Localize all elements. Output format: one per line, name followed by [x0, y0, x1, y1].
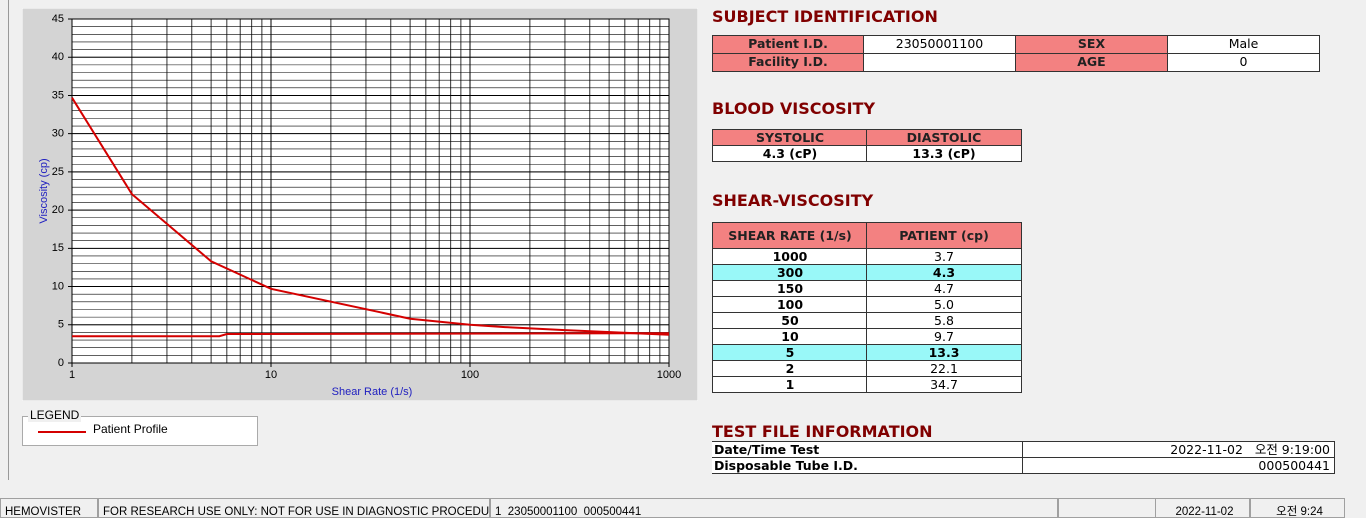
legend-label: Patient Profile: [93, 422, 168, 436]
shear-rate: 5: [712, 344, 868, 361]
field-label: Disposable Tube I.D.: [712, 457, 1023, 474]
y-tick-label: 0: [58, 357, 64, 369]
patient-value: 4.7: [866, 280, 1022, 297]
x-tick-label: 1: [69, 369, 75, 381]
field-label: AGE: [1015, 53, 1168, 72]
patient-value: 3.7: [866, 248, 1022, 265]
legend-swatch: [38, 431, 86, 433]
section-title: SHEAR-VISCOSITY: [712, 191, 874, 210]
shear-rate: 150: [712, 280, 868, 297]
column-header: SYSTOLIC: [712, 129, 868, 146]
y-axis-label: Viscosity (cp): [38, 158, 50, 223]
section-title: SUBJECT IDENTIFICATION: [712, 7, 938, 26]
field-label: Patient I.D.: [712, 35, 864, 54]
status-cell: 1 23050001100 000500441: [490, 498, 1058, 518]
y-tick-label: 30: [52, 128, 64, 140]
y-tick-label: 40: [52, 51, 64, 63]
shear-rate: 100: [712, 296, 868, 313]
viscosity-value: 4.3 (cP): [712, 145, 868, 162]
shear-rate: 2: [712, 360, 868, 377]
patient-value: 5.0: [866, 296, 1022, 313]
y-tick-label: 5: [58, 319, 64, 331]
status-cell: [1058, 498, 1156, 518]
x-tick-label: 10: [265, 369, 277, 381]
field-value: Male: [1167, 35, 1320, 54]
shear-rate: 1: [712, 376, 868, 393]
y-tick-label: 20: [52, 204, 64, 216]
section-title: TEST FILE INFORMATION: [712, 422, 933, 441]
field-value: 2022-11-02 오전 9:19:00: [1022, 441, 1335, 458]
status-cell: FOR RESEARCH USE ONLY: NOT FOR USE IN DI…: [98, 498, 490, 518]
shear-rate: 10: [712, 328, 868, 345]
field-value: [863, 53, 1016, 72]
column-header: DIASTOLIC: [866, 129, 1022, 146]
shear-rate: 50: [712, 312, 868, 329]
patient-value: 4.3: [866, 264, 1022, 281]
field-value: 0: [1167, 53, 1320, 72]
shear-rate: 1000: [712, 248, 868, 265]
field-value: 23050001100: [863, 35, 1016, 54]
field-label: SEX: [1015, 35, 1168, 54]
shear-rate: 300: [712, 264, 868, 281]
viscosity-value: 13.3 (cP): [866, 145, 1022, 162]
plot-area: [71, 18, 670, 364]
patient-value: 5.8: [866, 312, 1022, 329]
field-label: Date/Time Test: [712, 441, 1023, 458]
chart: Shear Rate (1/s) Viscosity (cp) 0 5 10 15 20…: [22, 8, 698, 401]
data-line: [72, 332, 670, 338]
field-label: Facility I.D.: [712, 53, 864, 72]
y-tick-label: 25: [52, 166, 64, 178]
legend-title: LEGEND: [28, 408, 82, 422]
x-tick-label: 1000: [657, 369, 681, 381]
x-tick-label: 100: [461, 369, 479, 381]
y-tick-label: 45: [52, 13, 64, 25]
status-cell: HEMOVISTER: [0, 498, 98, 518]
data-line: [71, 97, 670, 336]
y-tick-label: 10: [52, 280, 64, 292]
status-cell: 오전 9:24: [1250, 498, 1345, 518]
y-tick-label: 15: [52, 242, 64, 254]
section-title: BLOOD VISCOSITY: [712, 99, 876, 118]
patient-value: 13.3: [866, 344, 1022, 361]
patient-value: 22.1: [866, 360, 1022, 377]
patient-value: 9.7: [866, 328, 1022, 345]
status-cell: 2022-11-02: [1155, 498, 1250, 518]
patient-value: 34.7: [866, 376, 1022, 393]
column-header: SHEAR RATE (1/s): [712, 222, 868, 249]
panel-edge: [8, 0, 9, 480]
x-axis-label: Shear Rate (1/s): [332, 386, 413, 398]
column-header: PATIENT (cp): [866, 222, 1022, 249]
field-value: 000500441: [1022, 457, 1335, 474]
y-tick-label: 35: [52, 89, 64, 101]
